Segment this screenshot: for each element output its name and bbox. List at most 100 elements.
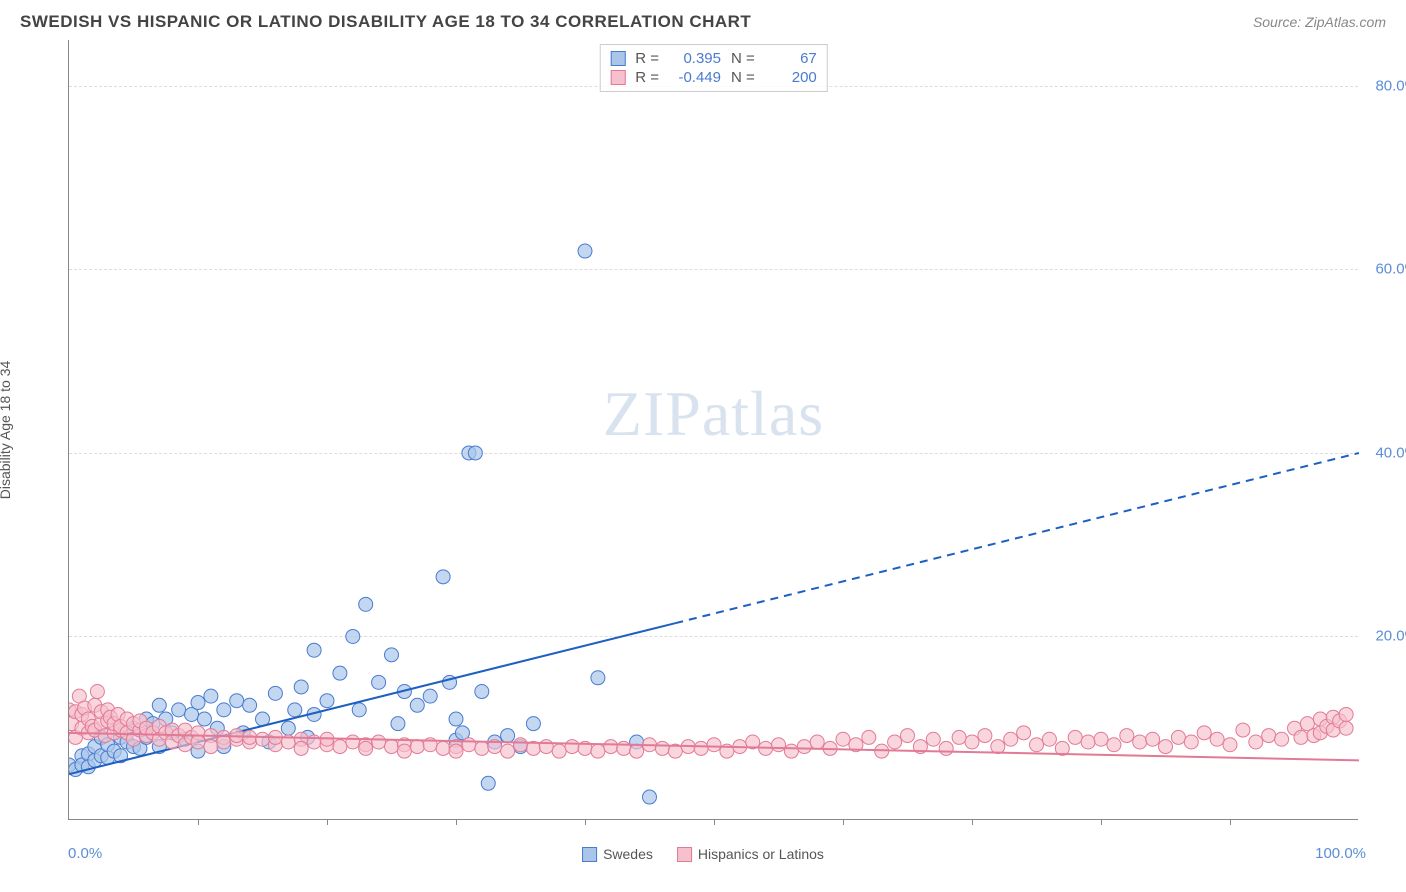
x-axis-min-label: 0.0% (68, 845, 102, 862)
legend-label: Swedes (603, 846, 653, 862)
chart-source: Source: ZipAtlas.com (1253, 14, 1386, 30)
data-point (372, 735, 386, 749)
r-value: 0.395 (669, 50, 721, 67)
data-point (333, 666, 347, 680)
chart-title: SWEDISH VS HISPANIC OR LATINO DISABILITY… (20, 12, 751, 32)
data-point (385, 740, 399, 754)
data-point (204, 740, 218, 754)
data-point (939, 741, 953, 755)
data-point (501, 729, 515, 743)
data-point (591, 744, 605, 758)
data-point (243, 698, 257, 712)
y-axis-label: Disability Age 18 to 34 (0, 361, 13, 500)
data-point (1094, 732, 1108, 746)
plot-region: ZIPatlas R = 0.395 N = 67 R = -0.449 N =… (68, 40, 1358, 820)
n-value: 67 (765, 50, 817, 67)
data-point (217, 703, 231, 717)
data-point (1249, 735, 1263, 749)
data-point (294, 741, 308, 755)
data-point (385, 648, 399, 662)
legend-label: Hispanics or Latinos (698, 846, 824, 862)
data-point (784, 744, 798, 758)
data-point (1017, 726, 1031, 740)
data-point (333, 740, 347, 754)
data-point (655, 741, 669, 755)
r-label: R = (635, 50, 659, 67)
scatter-svg (69, 40, 1359, 820)
n-value: 200 (765, 69, 817, 86)
data-point (1081, 735, 1095, 749)
data-point (1275, 732, 1289, 746)
n-label: N = (731, 50, 755, 67)
series-legend: Swedes Hispanics or Latinos (582, 846, 824, 862)
data-point (862, 730, 876, 744)
y-tick-label: 60.0% (1375, 261, 1406, 278)
x-axis-max-label: 100.0% (1315, 845, 1366, 862)
data-point (449, 744, 463, 758)
data-point (1171, 730, 1185, 744)
data-point (281, 721, 295, 735)
data-point (1030, 738, 1044, 752)
data-point (191, 696, 205, 710)
data-point (462, 738, 476, 752)
data-point (965, 735, 979, 749)
data-point (397, 744, 411, 758)
data-point (1210, 732, 1224, 746)
y-tick-label: 40.0% (1375, 444, 1406, 461)
data-point (288, 703, 302, 717)
data-point (294, 680, 308, 694)
data-point (436, 570, 450, 584)
data-point (1184, 735, 1198, 749)
chart-area: Disability Age 18 to 34 ZIPatlas R = 0.3… (20, 40, 1386, 820)
swatch-icon (610, 51, 625, 66)
data-point (694, 741, 708, 755)
data-point (372, 675, 386, 689)
data-point (391, 717, 405, 731)
swatch-icon (610, 70, 625, 85)
data-point (359, 741, 373, 755)
data-point (952, 730, 966, 744)
data-point (978, 729, 992, 743)
data-point (1223, 738, 1237, 752)
data-point (797, 740, 811, 754)
data-point (1004, 732, 1018, 746)
data-point (1197, 726, 1211, 740)
data-point (926, 732, 940, 746)
data-point (1042, 732, 1056, 746)
data-point (565, 740, 579, 754)
data-point (526, 717, 540, 731)
data-point (772, 738, 786, 752)
data-point (268, 686, 282, 700)
data-point (1339, 707, 1353, 721)
data-point (552, 744, 566, 758)
legend-item: Hispanics or Latinos (677, 846, 824, 862)
data-point (888, 735, 902, 749)
data-point (1068, 730, 1082, 744)
stats-row: R = -0.449 N = 200 (610, 68, 817, 87)
data-point (514, 738, 528, 752)
legend-item: Swedes (582, 846, 653, 862)
data-point (591, 671, 605, 685)
data-point (991, 740, 1005, 754)
data-point (410, 698, 424, 712)
swatch-icon (582, 847, 597, 862)
data-point (836, 732, 850, 746)
data-point (643, 790, 657, 804)
y-tick-label: 80.0% (1375, 77, 1406, 94)
trend-line-dashed (675, 453, 1359, 623)
stats-row: R = 0.395 N = 67 (610, 49, 817, 68)
data-point (707, 738, 721, 752)
data-point (617, 741, 631, 755)
data-point (468, 446, 482, 460)
data-point (346, 629, 360, 643)
data-point (578, 244, 592, 258)
data-point (436, 741, 450, 755)
data-point (346, 735, 360, 749)
data-point (604, 740, 618, 754)
data-point (197, 712, 211, 726)
data-point (1294, 730, 1308, 744)
data-point (172, 703, 186, 717)
stats-legend: R = 0.395 N = 67 R = -0.449 N = 200 (599, 44, 828, 92)
data-point (90, 685, 104, 699)
data-point (423, 689, 437, 703)
